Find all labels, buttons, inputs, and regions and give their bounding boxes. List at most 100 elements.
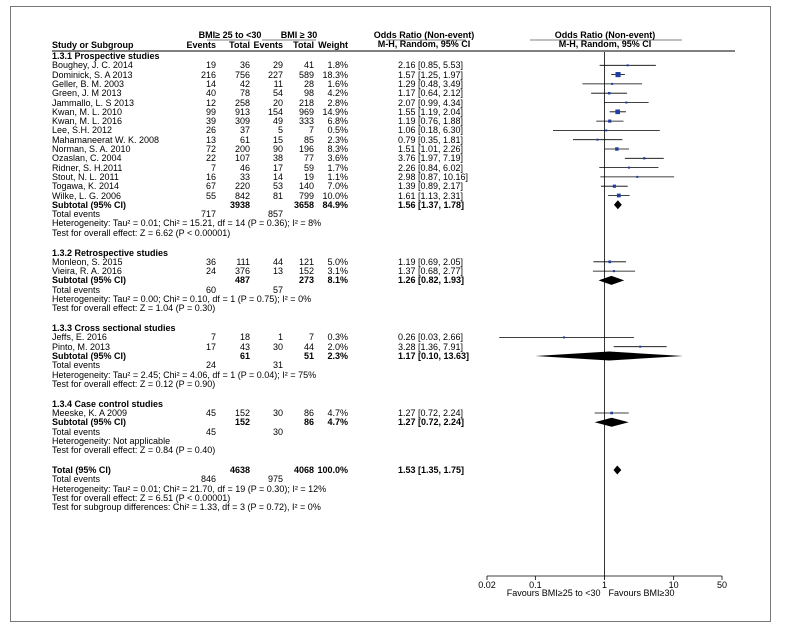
study-name: Monleon, S. 2015 <box>52 256 123 267</box>
subtotal-ci: 1.27 [0.72, 2.24] <box>398 417 465 428</box>
subtotal-total1: 61 <box>239 351 250 361</box>
total1-header: Total <box>229 40 250 50</box>
events2: 154 <box>267 106 283 117</box>
heterogeneity: Heterogeneity: Tau² = 0.00; Chi² = 0.10,… <box>52 294 312 304</box>
odds-ratio-ci: 1.06 [0.18, 6.30] <box>398 125 464 136</box>
weight: 7.0% <box>327 181 348 192</box>
total2: 77 <box>303 153 314 164</box>
odds-ratio-ci: 0.79 [0.35, 1.81] <box>398 134 464 145</box>
total1: 756 <box>234 69 250 80</box>
total-events2: 30 <box>272 426 283 437</box>
subtotal-label: Subtotal (95% CI) <box>52 199 127 210</box>
events2: 227 <box>267 69 283 80</box>
weight: 2.8% <box>327 97 348 108</box>
study-point <box>615 147 619 151</box>
weight: 2.3% <box>327 134 348 145</box>
weight: 0.5% <box>327 125 348 136</box>
total2: 59 <box>303 162 314 173</box>
events1: 13 <box>205 134 216 145</box>
total1: 200 <box>234 144 250 154</box>
study-name: Boughey, J. C. 2014 <box>52 60 133 71</box>
total1: 220 <box>234 181 250 192</box>
or-plot-header: Odds Ratio (Non-event) <box>554 30 656 40</box>
study-point <box>626 64 629 67</box>
subtotal-weight: 84.9% <box>322 199 348 210</box>
events1: 216 <box>200 69 216 80</box>
odds-ratio-ci: 1.17 [0.64, 2.12] <box>398 88 464 99</box>
study-name: Norman, S. A. 2010 <box>52 144 131 154</box>
section-title: 1.3.3 Cross sectional studies <box>52 323 176 334</box>
subtotal-label: Subtotal (95% CI) <box>52 275 127 286</box>
subtotal-total2: 3658 <box>293 199 314 210</box>
events2: 15 <box>272 134 283 145</box>
subtotal-total1: 152 <box>234 417 250 428</box>
x-tick-label: 0.02 <box>478 580 496 590</box>
x-tick-label: 50 <box>717 580 727 590</box>
events1: 7 <box>210 332 216 343</box>
section-title: 1.3.4 Case control studies <box>52 398 164 409</box>
total-ci: 1.53 [1.35, 1.75] <box>398 465 465 475</box>
overall-heterogeneity: Heterogeneity: Tau² = 0.01; Chi² = 21.70… <box>52 483 327 494</box>
odds-ratio-ci: 0.26 [0.03, 2.66] <box>398 332 464 343</box>
odds-ratio-ci: 1.29 [0.48, 3.49] <box>398 78 464 89</box>
study-point <box>563 336 566 339</box>
subtotal-ci: 1.56 [1.37, 1.78] <box>398 199 465 210</box>
subtotal-total2: 273 <box>298 275 314 286</box>
total2-header: Total <box>293 40 314 50</box>
total-events1: 60 <box>205 284 216 295</box>
total1: 111 <box>236 256 250 267</box>
events2: 81 <box>272 190 283 201</box>
study-point <box>610 411 613 415</box>
study-name: Jammallo, L. S 2013 <box>52 97 135 108</box>
total2: 41 <box>303 60 314 71</box>
odds-ratio-ci: 1.51 [1.01, 2.26] <box>398 144 464 154</box>
study-point <box>612 270 616 273</box>
total-total1: 4638 <box>229 465 250 475</box>
overall-events-label: Total events <box>52 474 101 485</box>
total-events-label: Total events <box>52 360 101 371</box>
heterogeneity: Heterogeneity: Not applicable <box>52 435 171 446</box>
total1: 18 <box>239 332 250 343</box>
study-name: Geller, B. M. 2003 <box>52 78 125 89</box>
total1: 61 <box>239 134 250 145</box>
subtotal-weight: 2.3% <box>327 351 348 361</box>
events1: 45 <box>205 408 216 418</box>
weight: 4.2% <box>327 88 348 99</box>
study-name: Pinto, M. 2013 <box>52 341 111 352</box>
study-point <box>615 72 621 78</box>
events1: 26 <box>205 125 216 136</box>
study-point <box>605 129 608 132</box>
events2: 11 <box>273 78 283 89</box>
events1: 72 <box>205 144 216 154</box>
total-events1: 24 <box>205 360 216 371</box>
total-weight: 100.0% <box>317 465 348 475</box>
total2: 7 <box>308 332 314 343</box>
events1: 39 <box>205 116 216 127</box>
overall-events1: 846 <box>200 474 216 485</box>
total1: 258 <box>234 97 250 108</box>
weight: 1.8% <box>327 60 348 71</box>
x-tick-label: 1 <box>602 580 607 590</box>
study-point <box>636 175 639 178</box>
events1: 40 <box>205 88 216 99</box>
group2-header: BMI ≥ 30 <box>280 30 318 40</box>
total2: 19 <box>303 171 314 182</box>
total2: 589 <box>298 69 314 80</box>
subtotal-ci: 1.17 [0.10, 13.63] <box>398 351 470 361</box>
weight: 10.0% <box>322 190 348 201</box>
subtotal-diamond <box>598 275 625 285</box>
group1-header: BMI≥ 25 to <30 <box>198 30 262 40</box>
events2: 1 <box>277 332 283 343</box>
events1: 7 <box>210 162 216 173</box>
total-events2: 31 <box>272 360 283 371</box>
study-name: Kwan, M. L. 2016 <box>52 116 123 127</box>
subtotal-total1: 487 <box>234 275 250 286</box>
odds-ratio-ci: 3.28 [1.36, 7.91] <box>398 341 464 352</box>
odds-ratio-ci: 2.98 [0.87, 10.16] <box>398 171 469 182</box>
subtotal-ci: 1.26 [0.82, 1.93] <box>398 275 465 286</box>
total-events1: 717 <box>200 209 216 220</box>
events2: 5 <box>277 125 283 136</box>
odds-ratio-ci: 1.55 [1.19, 2.04] <box>398 106 464 117</box>
subtotal-total1: 3938 <box>229 199 250 210</box>
weight: 2.0% <box>327 341 348 352</box>
